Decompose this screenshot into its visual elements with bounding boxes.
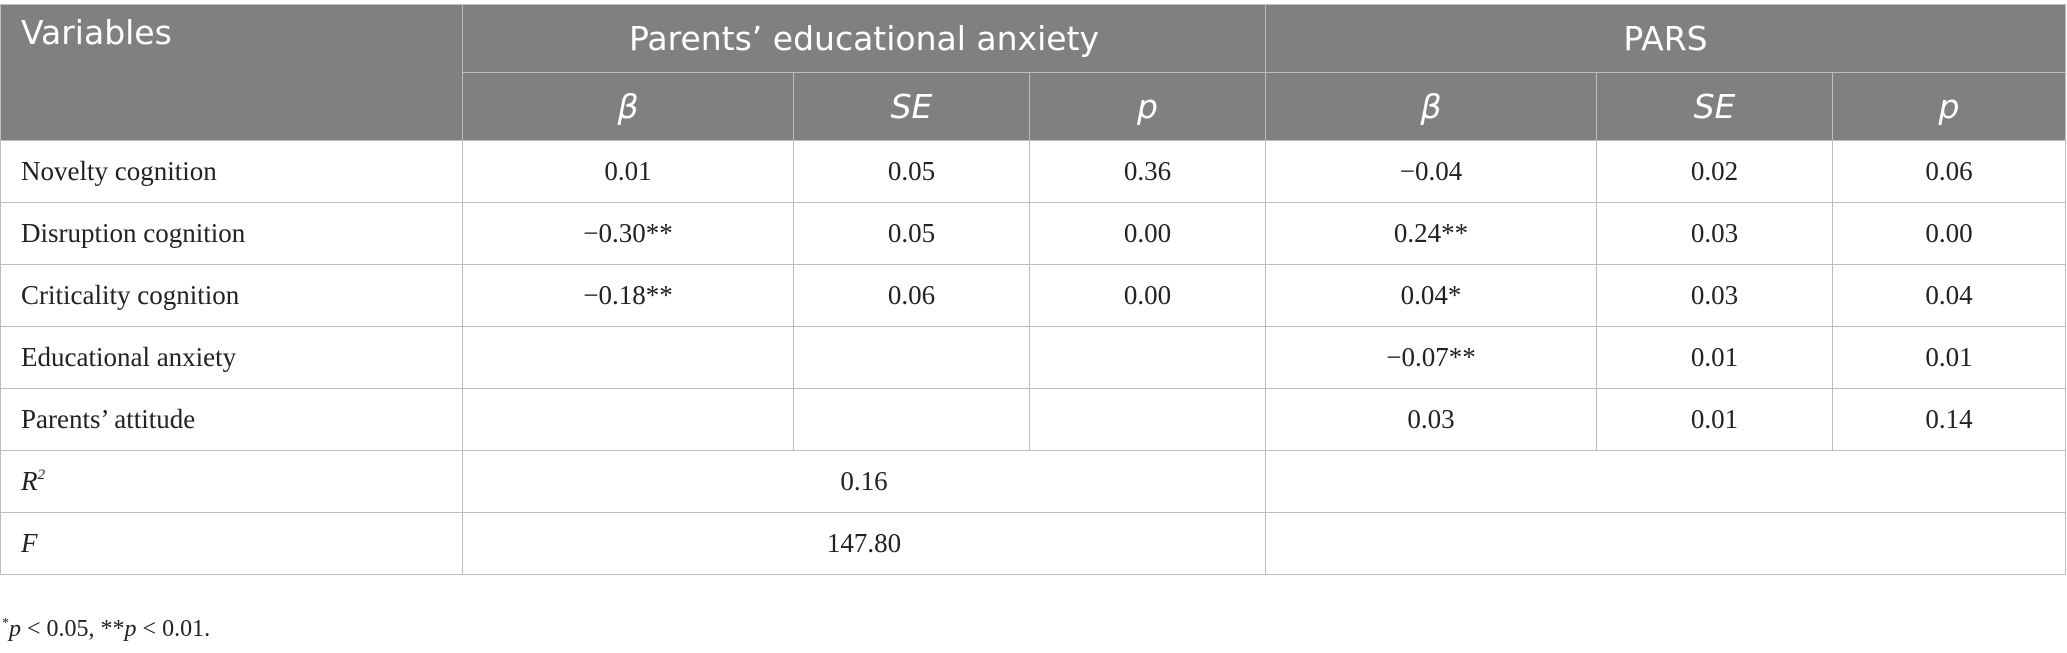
- table-row-r-squared: R2 0.16: [0, 450, 2067, 513]
- cell-pea-se: 0.05: [793, 140, 1030, 203]
- cell-pars-p: 0.01: [1831, 326, 2067, 389]
- row-label: Educational anxiety: [0, 326, 463, 389]
- group-header-pars: PARS: [1264, 4, 2067, 73]
- row-label-f: F: [0, 512, 463, 575]
- cell-pars-beta: 0.03: [1265, 388, 1597, 451]
- cell-pea-p: [1029, 326, 1266, 389]
- cell-pars-se: 0.03: [1596, 202, 1833, 265]
- footnote-star-2: **: [100, 616, 125, 642]
- table-row-f: F 147.80: [0, 512, 2067, 575]
- cell-pars-se: 0.02: [1596, 140, 1833, 203]
- cell-pea-se: [793, 388, 1030, 451]
- group-header-parents-educational-anxiety: Parents’ educational anxiety: [462, 4, 1266, 73]
- row-label-r-squared: R2: [0, 450, 463, 513]
- cell-pea-p: 0.00: [1029, 202, 1266, 265]
- row-label: Novelty cognition: [0, 140, 463, 203]
- cell-pea-p: [1029, 388, 1266, 451]
- subheader-beta: β: [1265, 72, 1597, 141]
- table-row: Parents’ attitude 0.03 0.01 0.14: [0, 388, 2067, 451]
- variables-header: Variables: [0, 4, 463, 141]
- cell-pea-beta: 0.01: [462, 140, 794, 203]
- row-label: Criticality cognition: [0, 264, 463, 327]
- cell-pea-se: 0.06: [793, 264, 1030, 327]
- cell-r2-pars: [1264, 450, 2067, 513]
- footnote-star-1: *: [2, 616, 9, 631]
- cell-pars-se: 0.03: [1596, 264, 1833, 327]
- table-footnote: *p < 0.05, **p < 0.01.: [2, 616, 210, 643]
- cell-pars-se: 0.01: [1596, 388, 1833, 451]
- cell-pea-se: 0.05: [793, 202, 1030, 265]
- subheader-p: p: [1831, 72, 2067, 141]
- header-row-groups: Variables Parents’ educational anxiety P…: [0, 4, 2067, 141]
- cell-pea-beta: [462, 326, 794, 389]
- footnote-p-1: p: [9, 616, 21, 642]
- cell-pea-se: [793, 326, 1030, 389]
- cell-pars-p: 0.04: [1831, 264, 2067, 327]
- cell-pars-p: 0.00: [1831, 202, 2067, 265]
- footnote-p-2: p: [124, 616, 137, 642]
- cell-pea-p: 0.00: [1029, 264, 1266, 327]
- table-row: Disruption cognition −0.30** 0.05 0.00 0…: [0, 202, 2067, 265]
- cell-pars-beta: 0.24**: [1265, 202, 1597, 265]
- cell-pea-beta: −0.18**: [462, 264, 794, 327]
- cell-pars-se: 0.01: [1596, 326, 1833, 389]
- row-label: Parents’ attitude: [0, 388, 463, 451]
- r2-label: R: [21, 466, 38, 496]
- cell-f-value: 147.80: [462, 512, 1266, 575]
- cell-pea-p: 0.36: [1029, 140, 1266, 203]
- subheader-se: SE: [793, 72, 1030, 141]
- cell-pars-p: 0.06: [1831, 140, 2067, 203]
- regression-table: Variables Parents’ educational anxiety P…: [0, 4, 2067, 575]
- cell-pars-p: 0.14: [1831, 388, 2067, 451]
- row-label: Disruption cognition: [0, 202, 463, 265]
- table-row: Criticality cognition −0.18** 0.06 0.00 …: [0, 264, 2067, 327]
- subheader-se: SE: [1596, 72, 1833, 141]
- cell-pars-beta: −0.07**: [1265, 326, 1597, 389]
- cell-pars-beta: −0.04: [1265, 140, 1597, 203]
- header-row-subcolumns: β SE p β SE p: [1, 72, 2067, 141]
- r2-superscript: 2: [37, 467, 46, 483]
- cell-pea-beta: [462, 388, 794, 451]
- subheader-p: p: [1029, 72, 1266, 141]
- footnote-text-2: < 0.01.: [136, 616, 211, 642]
- cell-pars-beta: 0.04*: [1265, 264, 1597, 327]
- table-row: Educational anxiety −0.07** 0.01 0.01: [0, 326, 2067, 389]
- cell-pea-beta: −0.30**: [462, 202, 794, 265]
- footnote-text-1: < 0.05,: [21, 616, 101, 642]
- cell-f-pars: [1264, 512, 2067, 575]
- table-row: Novelty cognition 0.01 0.05 0.36 −0.04 0…: [0, 140, 2067, 203]
- cell-r2-value: 0.16: [462, 450, 1266, 513]
- subheader-beta: β: [462, 72, 794, 141]
